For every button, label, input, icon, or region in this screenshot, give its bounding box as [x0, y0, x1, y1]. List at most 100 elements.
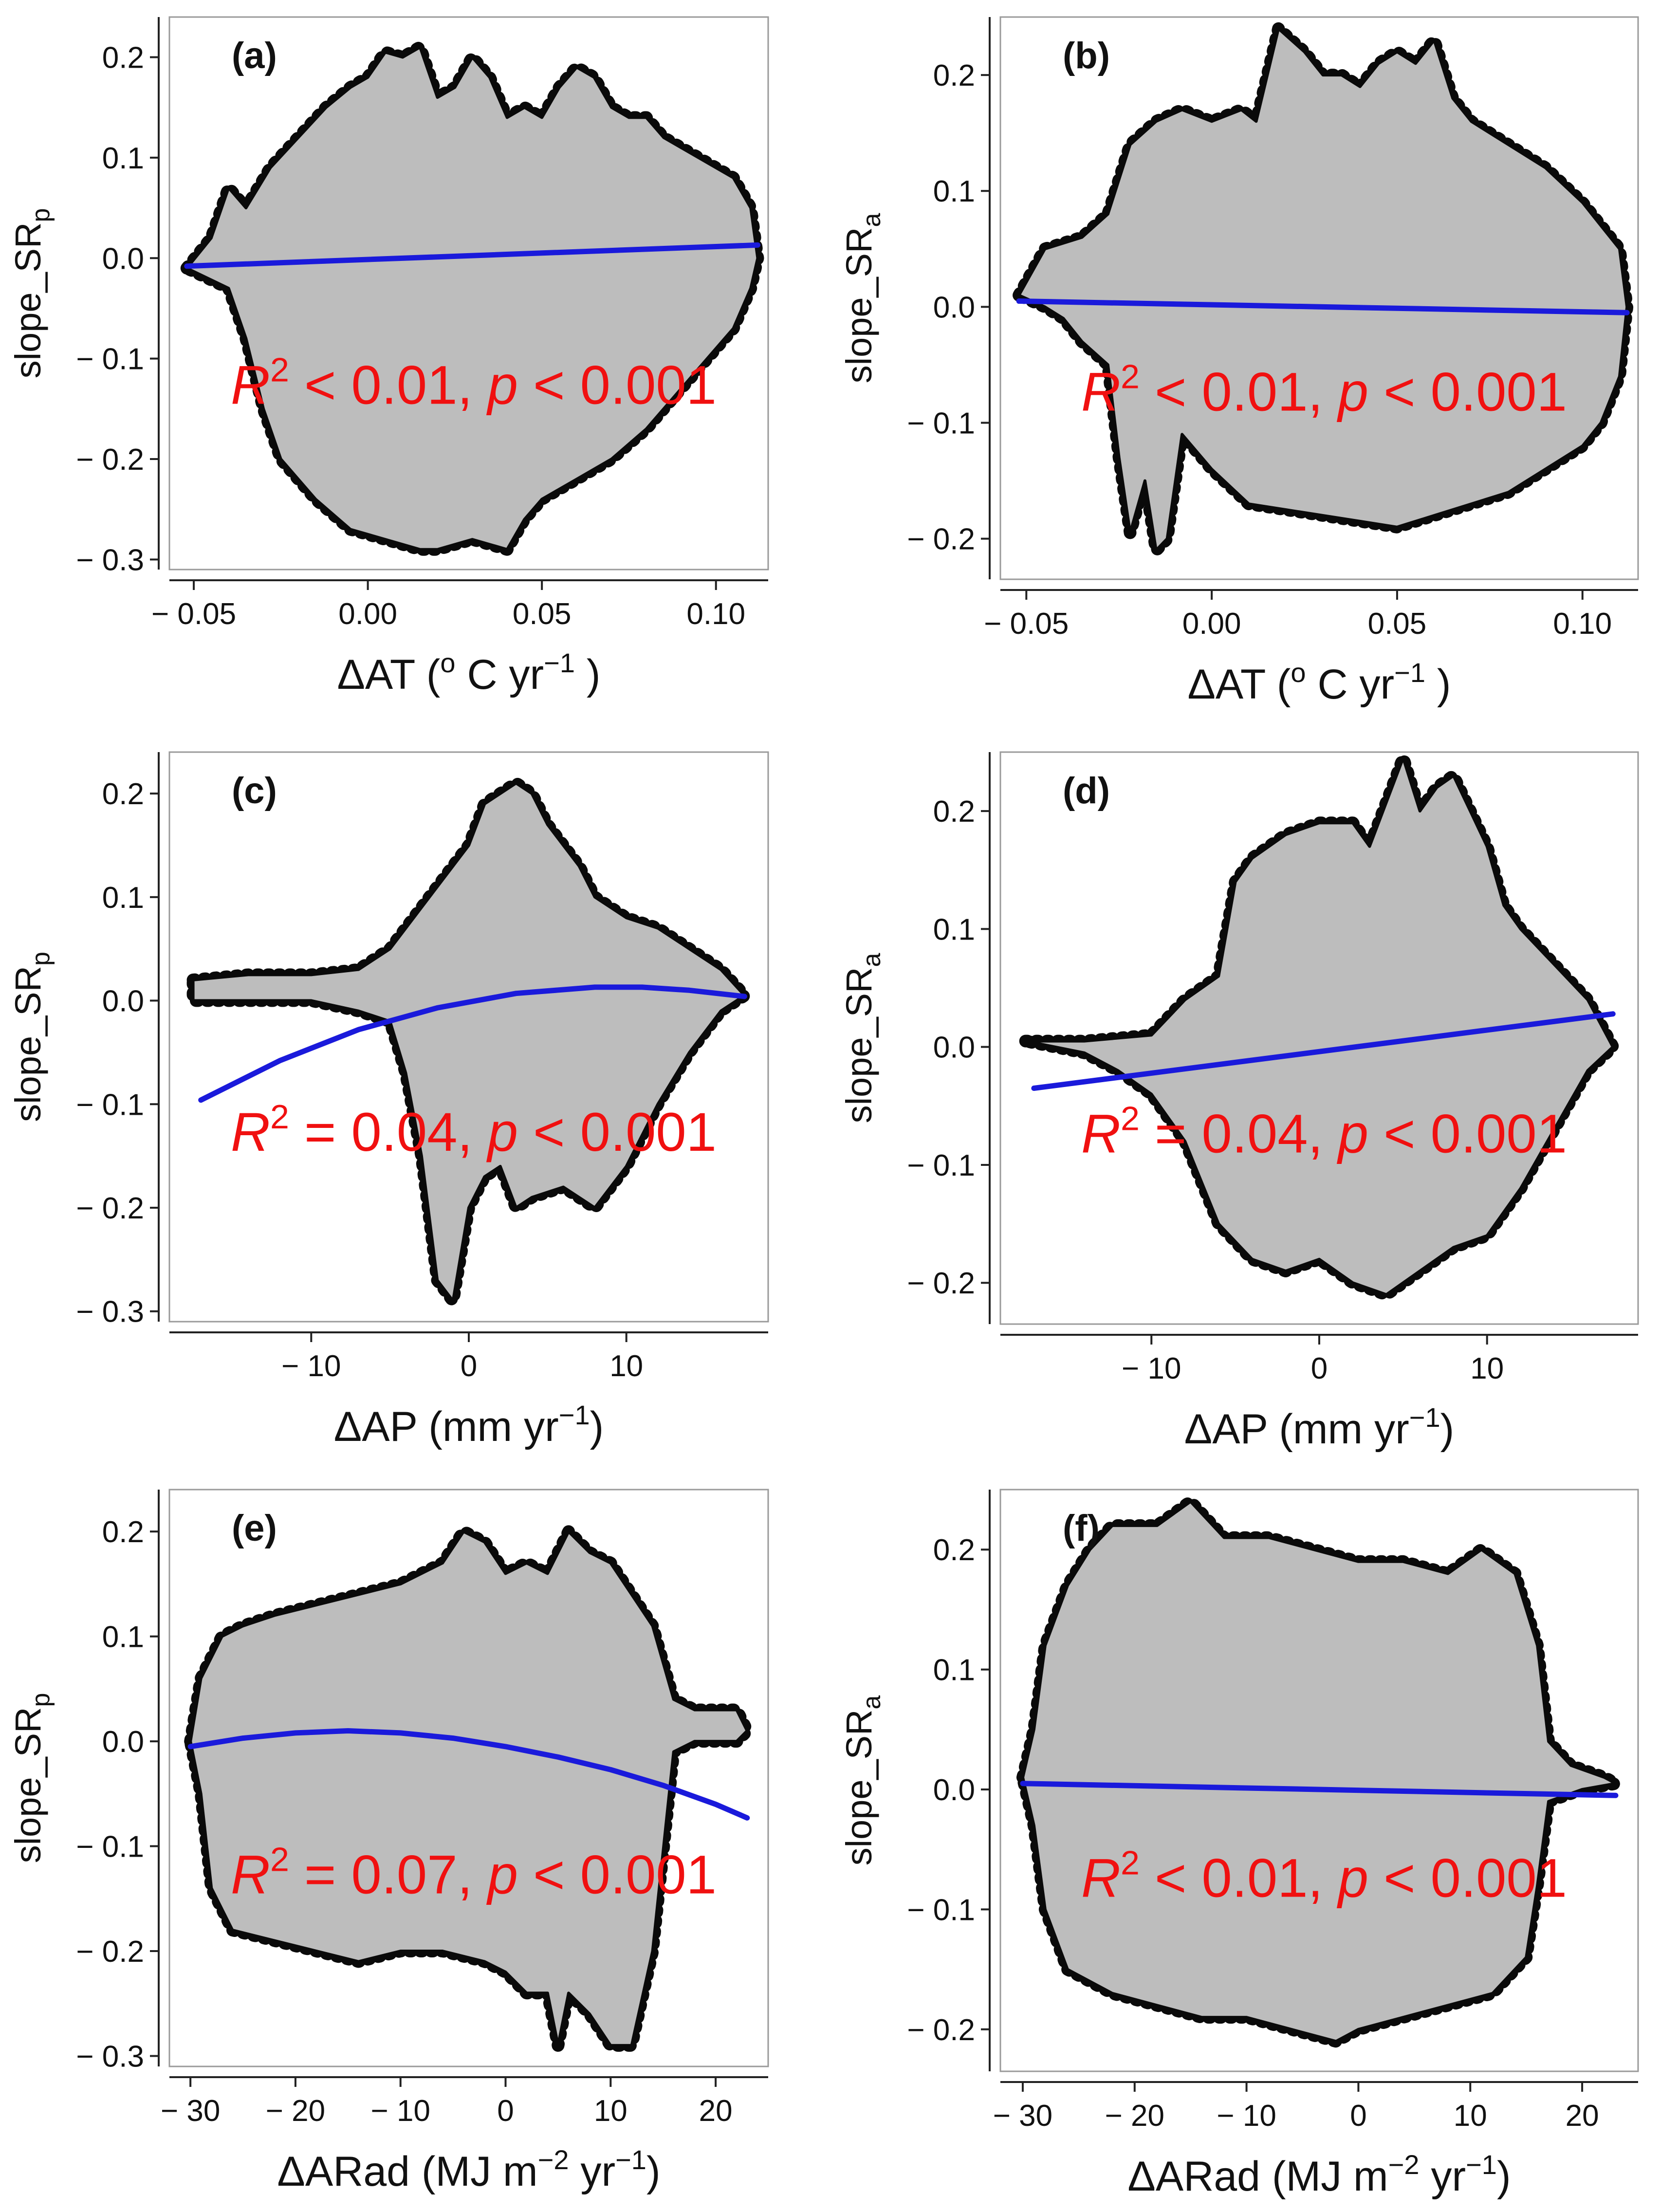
stat-r: R [231, 1844, 270, 1905]
y-tick-label: 0.1 [933, 175, 975, 208]
x-tick-label: − 10 [1122, 1352, 1181, 1385]
x-tick-label: − 10 [1217, 2099, 1276, 2133]
x-axis-title-end: ) [1425, 661, 1451, 708]
stat-end: < 0.001 [518, 1102, 717, 1162]
y-tick-label: − 0.1 [907, 407, 975, 441]
x-tick-label: 0.00 [1182, 607, 1241, 641]
fit-line [1016, 298, 1630, 315]
stat-sup: 2 [1121, 358, 1140, 396]
stat-end: < 0.001 [518, 1844, 717, 1905]
stat-mid: = 0.07, [289, 1844, 488, 1905]
panel-label: (d) [1063, 770, 1110, 811]
x-axis-title-base: ΔAT ( [1187, 661, 1291, 708]
x-axis-title-base: ΔAP (mm yr [1184, 1406, 1409, 1453]
stat-r: R [1081, 1104, 1121, 1164]
x-tick-label: − 30 [993, 2099, 1052, 2133]
stat-r: R [231, 1102, 270, 1162]
x-tick-label: 0.05 [1368, 607, 1427, 641]
panel-d: − 0.2 − 0.1 0.0 0.1 0.2 − 10 0 10 ΔAP (mm yr−1) s… [839, 751, 1639, 1453]
x-tick-label: 10 [1470, 1352, 1504, 1385]
stat-mid: = 0.04, [1140, 1104, 1338, 1164]
stat-sup: 2 [1121, 1844, 1140, 1882]
fit-line [187, 1728, 750, 1821]
x-tick-label: 10 [1454, 2099, 1487, 2133]
y-tick-label: 0.0 [102, 985, 144, 1018]
scatter-cloud-edge [189, 1530, 749, 2047]
y-tick-label: − 0.1 [907, 1893, 975, 1927]
stat-sup: 2 [270, 1841, 289, 1879]
y-axis-title-base: slope_SR [8, 222, 48, 379]
fit-line [184, 242, 760, 269]
scatter-cloud-edge [185, 45, 759, 551]
stat-end: < 0.001 [1368, 1848, 1567, 1909]
y-axis-title: slope_SRp [8, 952, 55, 1122]
y-tick-label: 0.1 [933, 1654, 975, 1687]
y-axis-title-sub: a [858, 213, 886, 227]
y-axis-title-base: slope_SR [8, 1707, 48, 1863]
panel-e: − 0.3 − 0.2 − 0.1 0.0 0.1 0.2 − 30 − 20 − 10 0 10 2… [8, 1489, 769, 2195]
y-tick-label: 0.1 [102, 1621, 144, 1654]
x-tick-label: − 10 [371, 2094, 430, 2128]
stat-annotation: R2 = 0.04, p < 0.001 [1081, 1100, 1567, 1164]
y-tick-label: − 0.3 [76, 543, 144, 577]
y-tick-label: 0.1 [102, 142, 144, 175]
stat-mid: < 0.01, [1140, 1848, 1338, 1909]
y-axis-title-base: slope_SR [839, 967, 879, 1124]
stat-annotation: R2 < 0.01, p < 0.001 [1081, 358, 1567, 423]
x-tick-label: 10 [594, 2094, 627, 2128]
x-axis-title-mid: C yr [1306, 661, 1395, 708]
y-tick-label: − 0.1 [907, 1149, 975, 1182]
x-axis-title-mid: C yr [456, 651, 544, 698]
stat-mid: = 0.04, [289, 1102, 488, 1162]
y-axis-title: slope_SRa [839, 953, 886, 1124]
y-axis-title: slope_SRp [8, 1693, 55, 1863]
x-tick-label: − 30 [161, 2094, 220, 2128]
x-tick-label: 0 [497, 2094, 514, 2128]
x-axis-title-end: ) [646, 2148, 661, 2195]
fit-line [1020, 1781, 1619, 1798]
y-axis-title: slope_SRa [839, 1696, 886, 1866]
x-axis-title-base: ΔAP (mm yr [334, 1403, 559, 1450]
stat-mid: < 0.01, [1140, 362, 1338, 423]
stat-r: R [1081, 362, 1121, 423]
panel-label: (b) [1063, 35, 1110, 76]
y-tick-label: 0.0 [933, 1773, 975, 1807]
x-axis-title: ΔARad (MJ m−2 yr−1) [277, 2144, 660, 2195]
stat-end: < 0.001 [518, 355, 717, 416]
x-axis-title-exp: −1 [544, 647, 575, 678]
x-axis-title-sup: o [1291, 657, 1306, 688]
panel-f: − 0.2 − 0.1 0.0 0.1 0.2 − 30 − 20 − 10 0 10 20 ΔARa… [839, 1489, 1639, 2200]
x-axis-title-exp: −1 [615, 2144, 646, 2175]
stat-end: < 0.001 [1368, 362, 1567, 423]
x-axis-title: ΔAT (o C yr−1 ) [337, 647, 600, 698]
stat-sup: 2 [1121, 1100, 1140, 1138]
x-axis-title-sup: −2 [1388, 2149, 1420, 2180]
stat-p: p [486, 1102, 518, 1162]
x-axis-title-base: ΔARad (MJ m [1127, 2153, 1388, 2200]
y-tick-label: 0.0 [102, 242, 144, 276]
y-axis-title-sub: a [858, 1696, 886, 1710]
x-axis-title: ΔAP (mm yr−1) [1184, 1402, 1454, 1453]
y-tick-label: 0.2 [102, 41, 144, 75]
stat-annotation: R2 < 0.01, p < 0.001 [231, 351, 717, 416]
y-tick-label: − 0.2 [76, 1935, 144, 1969]
x-tick-label: 0.10 [1553, 607, 1612, 641]
scatter-cloud-edge [1017, 27, 1629, 552]
y-tick-label: 0.0 [102, 1725, 144, 1759]
y-tick-label: − 0.2 [76, 443, 144, 477]
y-axis-title-sub: p [27, 952, 55, 966]
x-axis-title-exp: −1 [1394, 657, 1425, 688]
x-tick-label: 0 [1350, 2099, 1366, 2133]
panel-b: − 0.2 − 0.1 0.0 0.1 0.2 − 0.05 0.00 0.05 0.10 ΔAT… [839, 16, 1639, 708]
y-tick-label: − 0.2 [907, 2013, 975, 2047]
x-tick-label: − 10 [281, 1349, 341, 1383]
stat-sup: 2 [270, 351, 289, 389]
panel-label: (c) [232, 770, 277, 811]
panel-label: (f) [1063, 1508, 1100, 1549]
stat-p: p [1337, 1104, 1368, 1164]
x-tick-label: 0.00 [338, 597, 397, 631]
x-tick-label: − 0.05 [984, 607, 1069, 641]
y-axis-title-base: slope_SR [839, 1710, 879, 1866]
y-axis-title: slope_SRp [8, 208, 55, 379]
